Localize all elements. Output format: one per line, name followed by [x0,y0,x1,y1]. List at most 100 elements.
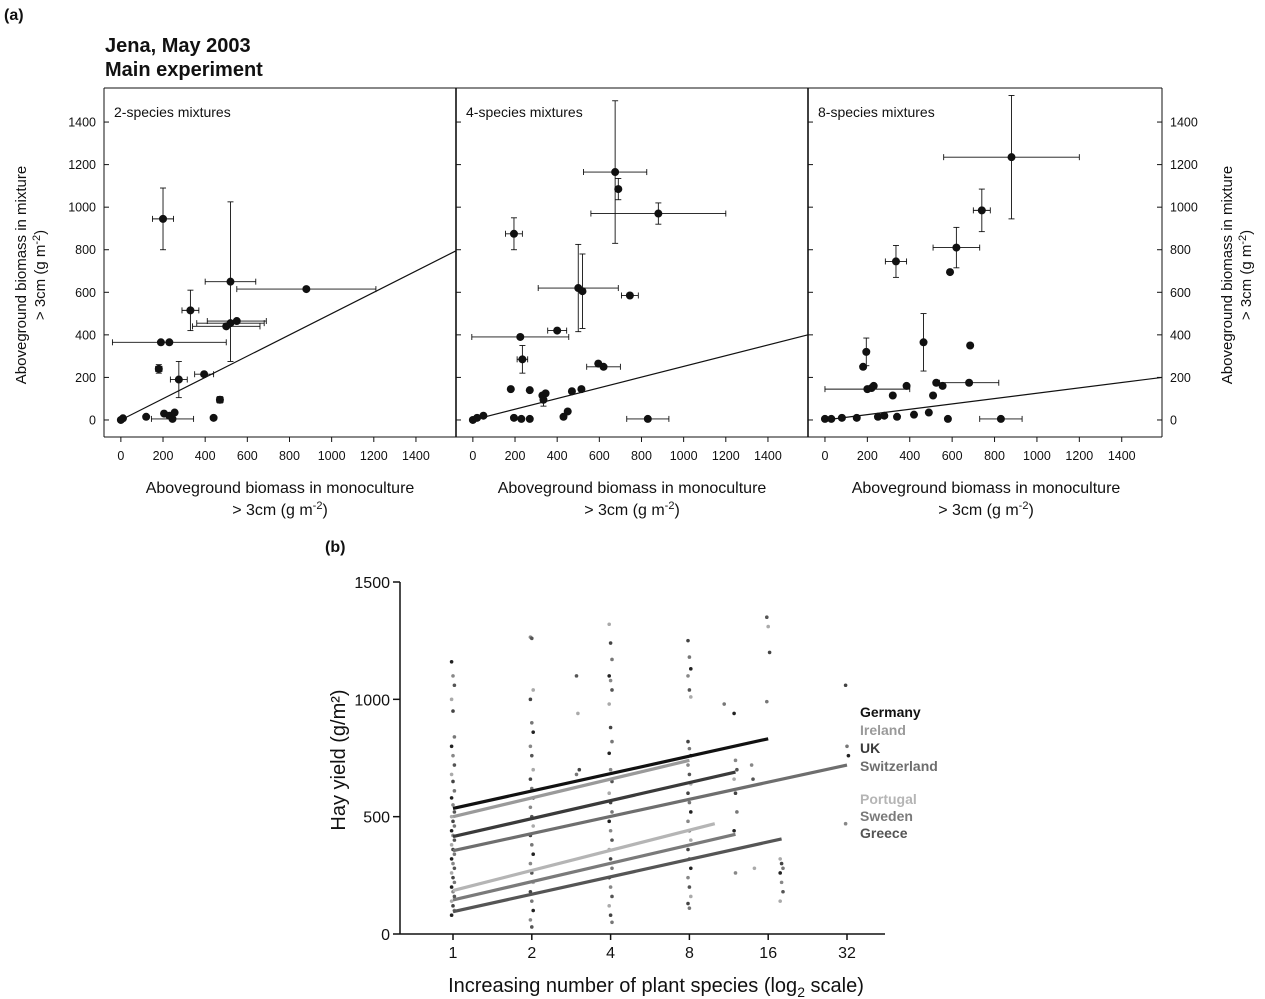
legend-entry-ireland: Ireland [860,722,906,738]
regression-line-greece [452,837,782,914]
scatter-point [452,894,457,899]
scatter-point [687,772,692,777]
scatter-point [531,908,535,913]
data-point [611,168,620,177]
scatter-point [451,674,455,678]
scatter-point [528,805,533,810]
scatter-point [686,875,690,880]
scatter-point [449,899,454,903]
scatter-point [610,810,614,814]
scatter-point [607,819,611,824]
scatter-point [735,767,739,772]
scatter-point [451,875,455,880]
panel-a-title-line1: Jena, May 2003 [105,35,251,57]
subplot-2-species: 2-species mixtures 0 200 400 600 800 1000 1200 1… [68,87,457,463]
y-tick-label: 200 [75,371,96,385]
scatter-point [449,772,454,777]
xlabel-a3-sup: -2 [1019,500,1029,512]
panel-a-ylabel-left: Aboveground biomass in mixture > 3cm (g … [13,166,49,384]
scatter-point [530,843,534,847]
scatter-point [733,758,738,763]
subplot-title: 2-species mixtures [114,104,231,120]
scatter-point [449,744,454,749]
scatter-point [449,697,454,702]
ylabel-right-line2-text: > 3cm (g m [1238,245,1255,320]
scatter-point [778,899,782,903]
scatter-point [449,843,454,847]
scatter-point [610,920,614,925]
data-point [888,391,897,400]
x-tick-label: 600 [237,449,258,463]
data-point [654,209,663,218]
scatter-point [608,828,613,833]
legend-entry-germany: Germany [860,704,921,720]
scatter-point [781,889,785,894]
scatter-point [452,866,457,871]
scatter-point [689,810,693,814]
data-point [518,355,527,364]
scatter-point [608,641,613,645]
ylabel-right-line2: > 3cm (g m-2) [1237,230,1255,320]
y-tick-label: 1500 [354,575,390,592]
y-tick-label: 1400 [1170,116,1198,130]
data-point [891,257,900,266]
y-tick-label: 800 [75,243,96,257]
scatter-point [687,906,692,910]
scatter-point [765,699,769,704]
panel-b-ylabel-text: Hay yield (g/m²) [328,689,350,830]
scatter-point [689,667,693,671]
xlabel-a2-sup: -2 [665,500,675,512]
reference-line [472,334,809,421]
xlabel-a2-text: > 3cm (g m [584,502,664,519]
y-tick-label: 1200 [68,158,96,172]
x-tick-label: 1200 [1065,449,1093,463]
scatter-point [689,838,693,842]
xlabel-a3-line2: > 3cm (g m-2) [938,500,1034,519]
scatter-point [610,657,614,662]
panel-b-plot: 0 500 1000 1500 1 2 4 8 16 32 Germany Ireland UK Swit… [354,575,937,962]
data-point [919,338,928,347]
x-tick-label: 16 [759,945,777,962]
y-tick-label: 800 [1170,243,1191,257]
y-tick-label: 500 [363,810,390,827]
scatter-point [607,904,611,908]
scatter-point [452,880,457,885]
data-point [1007,153,1016,162]
x-tick-label: 400 [195,449,216,463]
y-tick-label: 1200 [1170,158,1198,172]
regression-line-portugal [452,822,716,893]
scatter-point [451,819,455,824]
scatter-point [528,918,533,922]
scatter-point [689,695,693,699]
x-tick-label: 1200 [712,449,740,463]
data-point [643,414,652,423]
data-point [902,381,911,390]
data-point [880,411,889,420]
data-point [577,385,586,394]
data-point [170,408,179,417]
scatter-point [607,702,611,706]
data-point [165,338,174,347]
data-point [952,243,961,252]
data-point [943,414,952,423]
x-tick-label: 8 [685,945,694,962]
x-tick-label: 800 [279,449,300,463]
panel-b-xlabel-main: Increasing number of plant species (log [448,975,797,997]
y-tick-label: 400 [75,328,96,342]
xlabel-a2-line1: Aboveground biomass in monoculture [498,480,767,497]
ylabel-left-sup: -2 [31,235,43,245]
data-point [142,412,151,421]
x-tick-label: 1000 [670,449,698,463]
data-point [862,347,871,356]
scatter-point [577,767,582,772]
data-point [509,413,518,422]
ylabel-right-sup: -2 [1237,235,1249,245]
data-point [996,414,1005,423]
data-point [159,214,168,223]
scatter-point [449,796,454,800]
panel-b-xlabel: Increasing number of plant species (log2… [448,975,864,999]
x-tick-label: 400 [547,449,568,463]
scatter-point [846,753,851,758]
data-point [929,391,938,400]
scatter-point [686,739,690,744]
